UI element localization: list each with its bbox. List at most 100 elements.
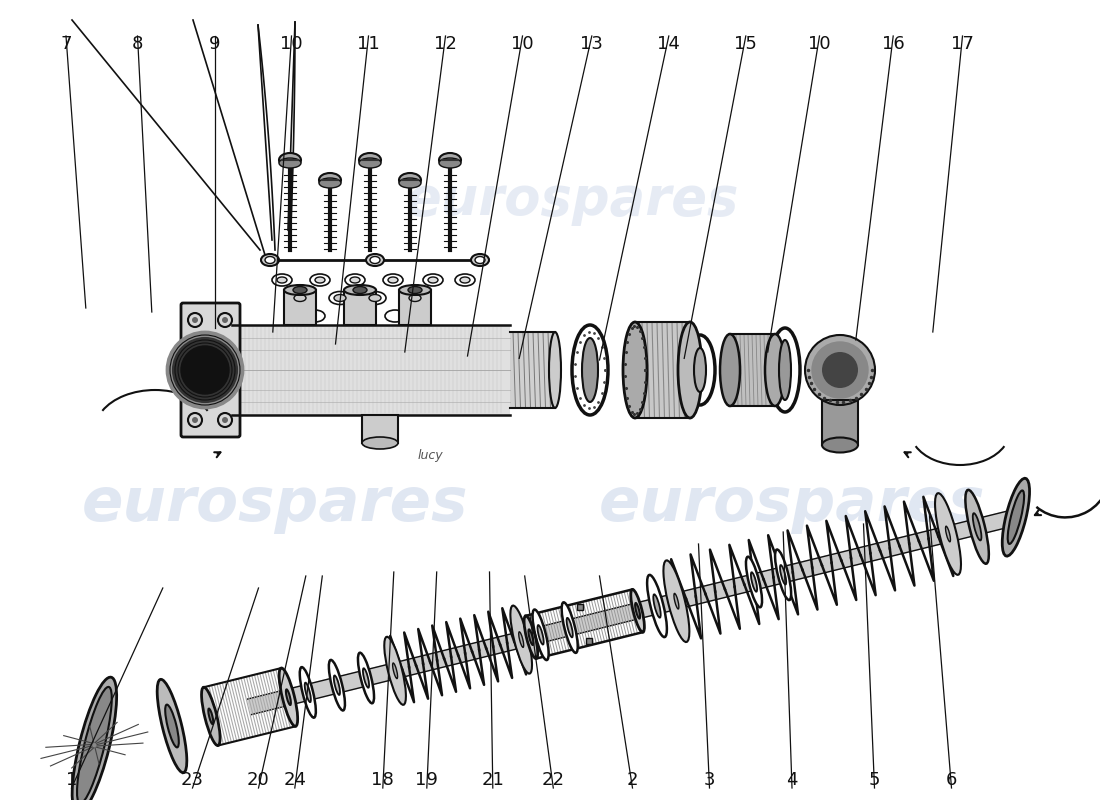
Bar — [730, 334, 776, 406]
Ellipse shape — [678, 322, 702, 418]
Text: 10: 10 — [512, 35, 534, 53]
Ellipse shape — [630, 590, 645, 632]
Bar — [284, 290, 316, 325]
Bar — [822, 400, 858, 445]
Ellipse shape — [333, 675, 340, 695]
Bar — [362, 415, 398, 443]
Ellipse shape — [157, 679, 187, 773]
Ellipse shape — [286, 690, 290, 705]
Ellipse shape — [946, 526, 950, 542]
Ellipse shape — [538, 625, 543, 645]
Ellipse shape — [635, 603, 640, 618]
Text: eurospares: eurospares — [81, 474, 469, 534]
Ellipse shape — [363, 668, 370, 688]
Ellipse shape — [439, 153, 461, 167]
Ellipse shape — [528, 630, 534, 645]
Ellipse shape — [77, 687, 112, 800]
Ellipse shape — [674, 594, 679, 609]
Ellipse shape — [334, 294, 346, 302]
Ellipse shape — [519, 632, 524, 647]
Ellipse shape — [208, 709, 213, 724]
Ellipse shape — [549, 332, 561, 408]
Text: 22: 22 — [542, 771, 564, 789]
Text: lucy: lucy — [417, 449, 443, 462]
Ellipse shape — [572, 325, 608, 415]
Ellipse shape — [165, 705, 179, 747]
Text: 10: 10 — [808, 35, 830, 53]
Bar — [232, 325, 510, 415]
Text: 18: 18 — [372, 771, 394, 789]
Circle shape — [812, 342, 868, 398]
FancyBboxPatch shape — [182, 303, 240, 437]
Ellipse shape — [319, 178, 341, 188]
Circle shape — [192, 317, 198, 323]
Text: 13: 13 — [581, 35, 603, 53]
Text: 4: 4 — [786, 771, 798, 789]
Ellipse shape — [770, 328, 800, 412]
Ellipse shape — [428, 277, 438, 283]
Polygon shape — [248, 510, 1018, 714]
Ellipse shape — [350, 277, 360, 283]
Ellipse shape — [566, 618, 573, 638]
Text: 7: 7 — [60, 35, 72, 53]
Ellipse shape — [293, 286, 307, 294]
Bar — [399, 290, 431, 325]
Circle shape — [822, 352, 858, 388]
Bar — [576, 603, 583, 610]
Text: 17: 17 — [952, 35, 974, 53]
Ellipse shape — [345, 274, 365, 286]
Text: 21: 21 — [482, 771, 504, 789]
Circle shape — [192, 417, 198, 423]
Ellipse shape — [972, 513, 981, 541]
Ellipse shape — [1002, 478, 1030, 556]
Ellipse shape — [383, 274, 403, 286]
Ellipse shape — [384, 637, 406, 705]
Ellipse shape — [475, 257, 485, 263]
Ellipse shape — [562, 602, 578, 653]
Ellipse shape — [368, 294, 381, 302]
Ellipse shape — [399, 285, 431, 295]
Ellipse shape — [776, 550, 791, 600]
Ellipse shape — [647, 575, 667, 637]
Ellipse shape — [366, 254, 384, 266]
Circle shape — [805, 335, 874, 405]
Bar — [510, 332, 556, 408]
Ellipse shape — [524, 616, 538, 658]
Ellipse shape — [353, 286, 367, 294]
Ellipse shape — [822, 438, 858, 453]
Text: 11: 11 — [358, 35, 379, 53]
Ellipse shape — [424, 274, 443, 286]
Circle shape — [167, 332, 243, 408]
Ellipse shape — [289, 291, 311, 305]
Text: 15: 15 — [735, 35, 757, 53]
Ellipse shape — [663, 560, 690, 642]
Ellipse shape — [623, 322, 647, 418]
Text: eurospares: eurospares — [598, 474, 986, 534]
Ellipse shape — [279, 158, 301, 168]
Ellipse shape — [399, 178, 421, 188]
Ellipse shape — [393, 663, 397, 678]
Ellipse shape — [277, 277, 287, 283]
Bar — [344, 290, 376, 325]
Ellipse shape — [455, 274, 475, 286]
Ellipse shape — [358, 653, 374, 703]
Ellipse shape — [344, 285, 376, 295]
Text: 5: 5 — [869, 771, 880, 789]
Bar — [635, 322, 690, 418]
Ellipse shape — [1008, 490, 1024, 544]
Text: 12: 12 — [434, 35, 456, 53]
Ellipse shape — [582, 338, 598, 402]
Ellipse shape — [388, 277, 398, 283]
Ellipse shape — [780, 565, 786, 585]
Circle shape — [173, 338, 236, 402]
Ellipse shape — [385, 310, 405, 322]
Text: 1: 1 — [66, 771, 77, 789]
Ellipse shape — [408, 286, 422, 294]
Text: 3: 3 — [704, 771, 715, 789]
Ellipse shape — [261, 254, 279, 266]
Text: 20: 20 — [248, 771, 270, 789]
Text: 2: 2 — [627, 771, 638, 789]
Text: 10: 10 — [280, 35, 302, 53]
Ellipse shape — [305, 310, 324, 322]
Ellipse shape — [364, 291, 386, 305]
